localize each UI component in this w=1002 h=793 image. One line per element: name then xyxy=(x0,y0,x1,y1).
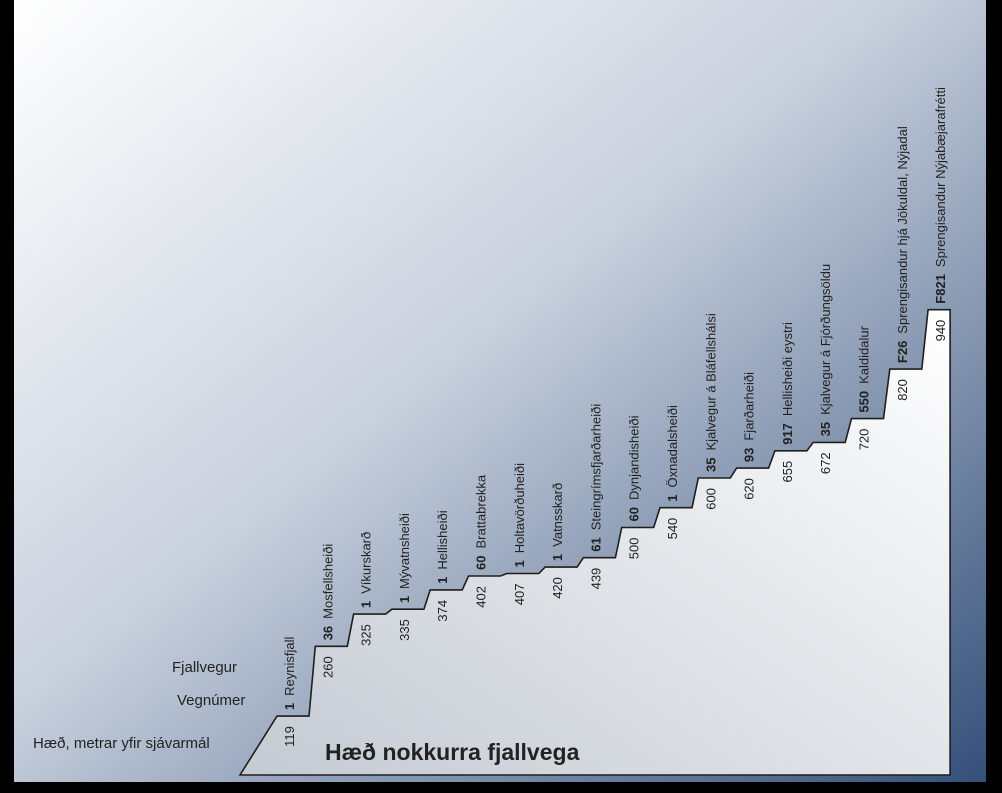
road-label: 1 Vatnsskarð xyxy=(550,483,565,561)
road-number: 1 xyxy=(397,596,412,603)
road-name: Öxnadalsheiði xyxy=(665,405,680,487)
road-label: 550 Kaldidalur xyxy=(857,325,872,412)
height-label: 407 xyxy=(512,584,527,606)
road-number: F26 xyxy=(895,341,910,363)
height-label: 720 xyxy=(857,429,872,451)
road-number: 917 xyxy=(780,423,795,445)
road-name: Fjarðarheiði xyxy=(742,372,757,441)
road-label: 35 Kjalvegur á Fjórðungsöldu xyxy=(818,264,833,437)
road-name: Reynisfjall xyxy=(282,637,297,696)
road-number: F821 xyxy=(933,274,948,304)
road-label: 1 Reynisfjall xyxy=(282,637,297,711)
road-label: F26 Sprengisandur hjá Jökuldal, Nýjadal xyxy=(895,126,910,363)
road-number: 35 xyxy=(818,422,833,436)
height-label: 325 xyxy=(359,624,374,646)
height-label: 600 xyxy=(703,488,718,510)
road-number: 36 xyxy=(320,626,335,640)
road-label: 93 Fjarðarheiði xyxy=(742,372,757,462)
chart-title: Hæð nokkurra fjallvega xyxy=(325,739,580,765)
road-name: Kaldidalur xyxy=(857,325,872,383)
road-name: Kjalvegur á Fjórðungsöldu xyxy=(818,264,833,415)
road-name: Sprengisandur Nýjabæjarafrétti xyxy=(933,87,948,267)
height-label: 420 xyxy=(550,577,565,599)
road-label: 60 Brattabrekka xyxy=(474,474,489,570)
height-label: 500 xyxy=(627,538,642,560)
height-label: 820 xyxy=(895,379,910,401)
road-number: 1 xyxy=(359,601,374,608)
road-number: 1 xyxy=(550,554,565,561)
road-name: Hellisheiði eystri xyxy=(780,322,795,416)
road-label: 35 Kjalvegur á Bláfellshálsi xyxy=(703,313,718,472)
steps xyxy=(238,308,951,776)
height-label: 374 xyxy=(435,600,450,622)
road-name: Steingrímsfjarðarheiði xyxy=(588,404,603,531)
road-label: 36 Mosfellsheiði xyxy=(320,544,335,641)
height-label: 672 xyxy=(818,452,833,474)
height-label: 620 xyxy=(742,478,757,500)
road-name: Hellisheiði xyxy=(435,510,450,569)
road-label: 1 Öxnadalsheiði xyxy=(665,405,680,502)
height-label: 655 xyxy=(780,461,795,483)
road-number: 61 xyxy=(588,537,603,551)
road-number: 1 xyxy=(435,577,450,584)
step-area xyxy=(238,308,951,776)
road-number: 60 xyxy=(627,507,642,521)
road-label: 1 Víkurskarð xyxy=(359,532,374,608)
road-number: 1 xyxy=(282,703,297,710)
road-label: 1 Holtavörðuheiði xyxy=(512,463,527,568)
height-label: 439 xyxy=(588,568,603,590)
road-name: Mosfellsheiði xyxy=(320,544,335,619)
height-label: 260 xyxy=(320,656,335,678)
road-name: Sprengisandur hjá Jökuldal, Nýjadal xyxy=(895,126,910,334)
road-number: 35 xyxy=(703,458,718,472)
road-label: 1 Hellisheiði xyxy=(435,510,450,584)
height-label: 540 xyxy=(665,518,680,540)
road-number: 1 xyxy=(665,494,680,501)
height-label: 119 xyxy=(282,726,297,747)
road-number: 60 xyxy=(474,556,489,570)
road-name: Holtavörðuheiði xyxy=(512,463,527,553)
road-number: 1 xyxy=(512,560,527,567)
road-name: Víkurskarð xyxy=(359,532,374,594)
road-number: 93 xyxy=(742,448,757,462)
row-label: Fjallvegur xyxy=(172,659,237,676)
road-label: 1 Mývatnsheiði xyxy=(397,513,412,603)
road-name: Vatnsskarð xyxy=(550,483,565,547)
height-label: 940 xyxy=(933,320,948,342)
height-label: 402 xyxy=(474,586,489,608)
row-label: Hæð, metrar yfir sjávarmál xyxy=(33,735,210,752)
road-label: F821 Sprengisandur Nýjabæjarafrétti xyxy=(933,87,948,304)
road-number: 550 xyxy=(857,391,872,413)
row-label: Vegnúmer xyxy=(177,692,245,709)
road-name: Brattabrekka xyxy=(474,474,489,548)
road-name: Mývatnsheiði xyxy=(397,513,412,589)
road-label: 60 Dynjandisheiði xyxy=(627,415,642,521)
road-label: 917 Hellisheiði eystri xyxy=(780,322,795,445)
road-name: Kjalvegur á Bláfellshálsi xyxy=(703,313,718,450)
road-label: 61 Steingrímsfjarðarheiði xyxy=(588,404,603,552)
road-name: Dynjandisheiði xyxy=(627,415,642,500)
height-label: 335 xyxy=(397,619,412,641)
